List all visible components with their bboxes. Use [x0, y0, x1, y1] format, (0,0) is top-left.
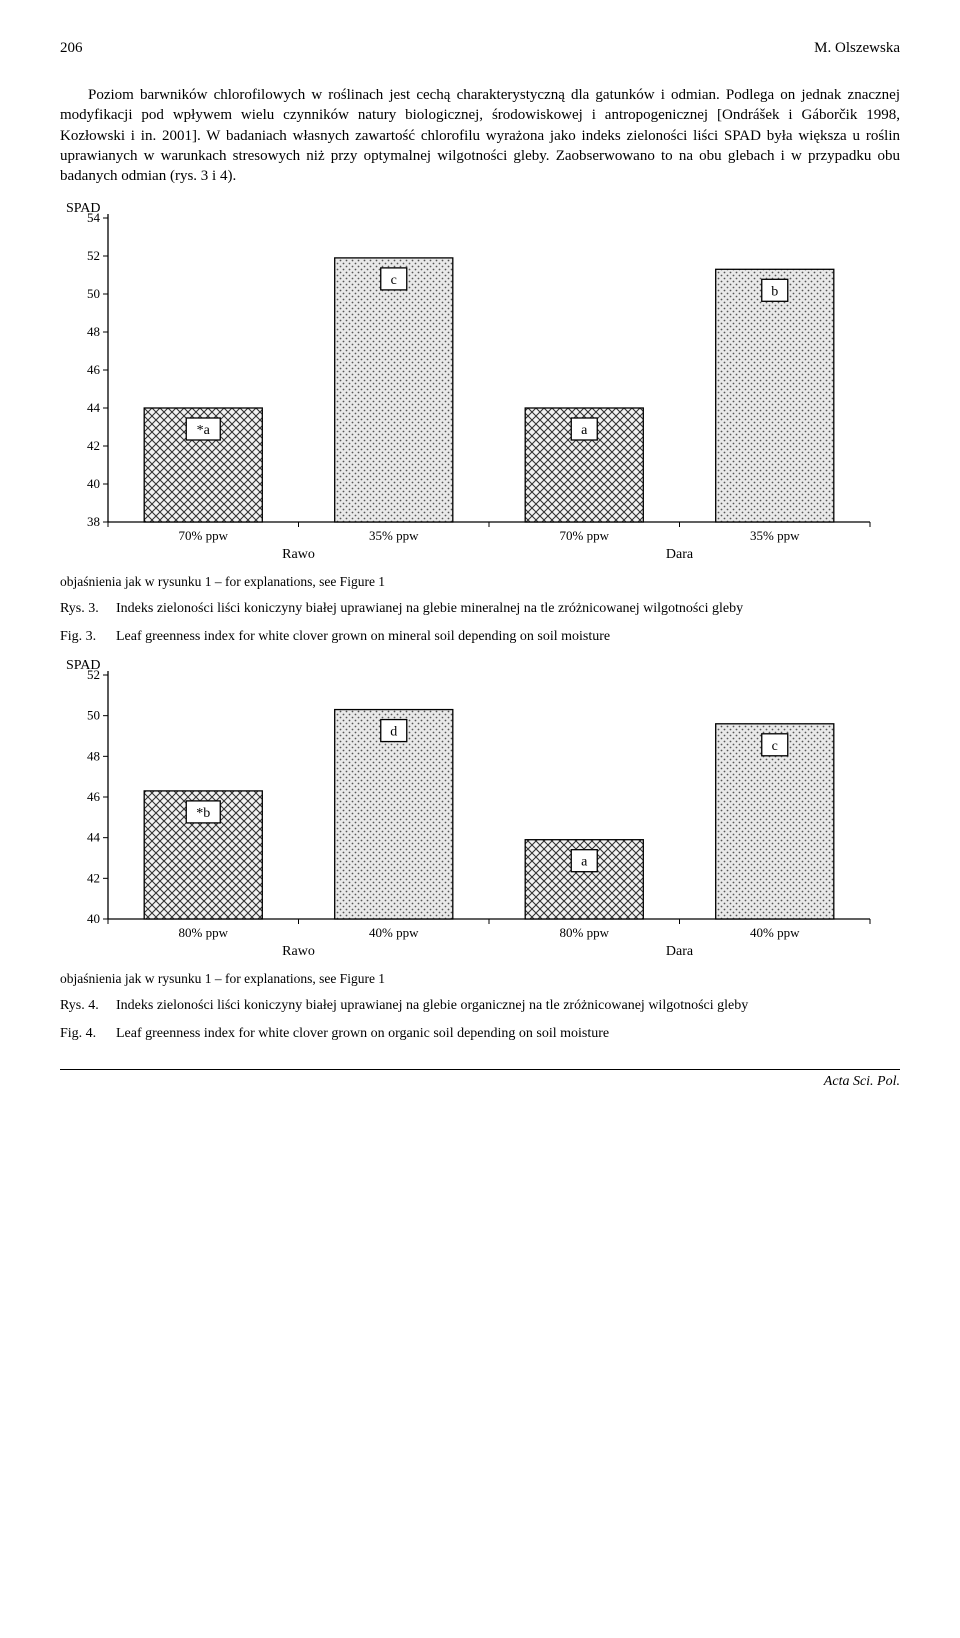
svg-text:b: b: [771, 285, 778, 300]
svg-text:50: 50: [87, 286, 100, 301]
svg-text:80% ppw: 80% ppw: [179, 925, 229, 940]
svg-text:70% ppw: 70% ppw: [560, 528, 610, 543]
chart-3: SPAD384042444648505254*a70% ppwc35% ppwa…: [60, 196, 900, 566]
svg-text:48: 48: [87, 748, 100, 763]
svg-text:54: 54: [87, 210, 101, 225]
chart4-explanation: objaśnienia jak w rysunku 1 – for explan…: [60, 971, 900, 987]
chart-4: SPAD40424446485052*b80% ppwd40% ppwa80% …: [60, 653, 900, 963]
paragraph-text: Poziom barwników chlorofilowych w roślin…: [60, 87, 900, 184]
fig3-fig-text: Leaf greenness index for white clover gr…: [116, 628, 900, 646]
fig4-fig-label: Fig. 4.: [60, 1025, 116, 1043]
page-header: 206 M. Olszewska: [60, 40, 900, 57]
svg-text:Rawo: Rawo: [282, 547, 315, 562]
svg-text:Dara: Dara: [666, 944, 694, 959]
svg-text:38: 38: [87, 514, 100, 529]
svg-text:c: c: [772, 738, 778, 753]
svg-text:*b: *b: [196, 806, 210, 821]
svg-text:80% ppw: 80% ppw: [560, 925, 610, 940]
svg-text:40: 40: [87, 911, 100, 926]
fig3-caption-en: Fig. 3. Leaf greenness index for white c…: [60, 628, 900, 646]
svg-text:48: 48: [87, 324, 100, 339]
svg-text:Dara: Dara: [666, 547, 694, 562]
svg-text:40% ppw: 40% ppw: [369, 925, 419, 940]
svg-text:42: 42: [87, 438, 100, 453]
svg-text:40: 40: [87, 476, 100, 491]
footer-text: Acta Sci. Pol.: [824, 1074, 900, 1089]
svg-text:46: 46: [87, 789, 101, 804]
svg-text:44: 44: [87, 400, 101, 415]
page-footer: Acta Sci. Pol.: [60, 1069, 900, 1090]
svg-text:40% ppw: 40% ppw: [750, 925, 800, 940]
svg-text:52: 52: [87, 667, 100, 682]
svg-text:35% ppw: 35% ppw: [750, 528, 800, 543]
fig3-fig-label: Fig. 3.: [60, 628, 116, 646]
svg-text:Rawo: Rawo: [282, 944, 315, 959]
svg-text:35% ppw: 35% ppw: [369, 528, 419, 543]
svg-text:44: 44: [87, 829, 101, 844]
fig3-rys-text: Indeks zieloności liści koniczyny białej…: [116, 600, 900, 618]
page-number: 206: [60, 40, 83, 57]
fig4-fig-text: Leaf greenness index for white clover gr…: [116, 1025, 900, 1043]
svg-text:50: 50: [87, 707, 100, 722]
svg-text:a: a: [581, 854, 588, 869]
header-author: M. Olszewska: [814, 40, 900, 57]
svg-text:42: 42: [87, 870, 100, 885]
svg-text:*a: *a: [197, 423, 211, 438]
svg-text:70% ppw: 70% ppw: [179, 528, 229, 543]
fig4-caption-en: Fig. 4. Leaf greenness index for white c…: [60, 1025, 900, 1043]
svg-text:a: a: [581, 423, 588, 438]
svg-text:c: c: [391, 273, 397, 288]
fig3-rys-label: Rys. 3.: [60, 600, 116, 618]
fig4-caption-pl: Rys. 4. Indeks zieloności liści koniczyn…: [60, 997, 900, 1015]
fig3-caption-pl: Rys. 3. Indeks zieloności liści koniczyn…: [60, 600, 900, 618]
svg-text:d: d: [390, 724, 397, 739]
chart3-explanation: objaśnienia jak w rysunku 1 – for explan…: [60, 574, 900, 590]
svg-text:52: 52: [87, 248, 100, 263]
svg-text:46: 46: [87, 362, 101, 377]
fig4-rys-text: Indeks zieloności liści koniczyny białej…: [116, 997, 900, 1015]
body-paragraph: Poziom barwników chlorofilowych w roślin…: [60, 85, 900, 186]
fig4-rys-label: Rys. 4.: [60, 997, 116, 1015]
